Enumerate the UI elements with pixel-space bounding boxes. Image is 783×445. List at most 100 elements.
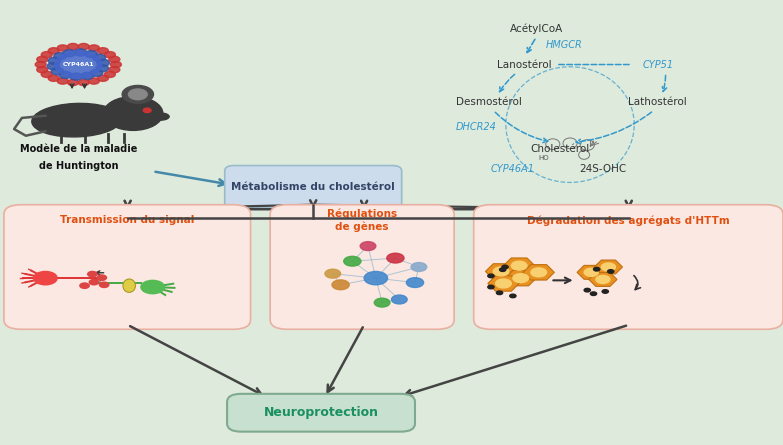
Circle shape bbox=[493, 267, 509, 276]
Circle shape bbox=[41, 71, 52, 77]
Circle shape bbox=[88, 78, 99, 84]
Text: CYP46A1: CYP46A1 bbox=[491, 164, 535, 174]
Circle shape bbox=[510, 294, 516, 298]
Circle shape bbox=[67, 44, 78, 50]
Circle shape bbox=[344, 256, 361, 266]
Circle shape bbox=[128, 89, 147, 100]
FancyBboxPatch shape bbox=[474, 205, 783, 329]
Circle shape bbox=[57, 78, 68, 84]
Circle shape bbox=[97, 75, 108, 81]
Text: Cholestérol: Cholestérol bbox=[530, 144, 590, 154]
Text: Transmission du signal: Transmission du signal bbox=[60, 215, 194, 225]
Circle shape bbox=[81, 72, 93, 79]
Circle shape bbox=[332, 280, 349, 290]
Circle shape bbox=[60, 71, 72, 78]
Circle shape bbox=[88, 45, 99, 51]
Circle shape bbox=[411, 263, 427, 271]
Text: CYP46A1: CYP46A1 bbox=[63, 62, 94, 67]
Circle shape bbox=[55, 51, 102, 78]
Text: 24S-OHC: 24S-OHC bbox=[579, 164, 626, 174]
Circle shape bbox=[122, 85, 153, 103]
Text: CYP51: CYP51 bbox=[642, 60, 673, 69]
Circle shape bbox=[41, 52, 52, 58]
Circle shape bbox=[57, 45, 68, 51]
Circle shape bbox=[608, 270, 614, 273]
Circle shape bbox=[594, 267, 600, 271]
Circle shape bbox=[93, 54, 106, 61]
FancyBboxPatch shape bbox=[227, 394, 415, 432]
Circle shape bbox=[500, 268, 506, 271]
Circle shape bbox=[488, 285, 494, 289]
Circle shape bbox=[109, 57, 120, 63]
Circle shape bbox=[584, 288, 590, 292]
Circle shape bbox=[143, 108, 151, 113]
Circle shape bbox=[88, 271, 97, 277]
Text: Métabolisme du cholestérol: Métabolisme du cholestérol bbox=[231, 182, 395, 192]
Circle shape bbox=[513, 274, 529, 283]
Circle shape bbox=[110, 61, 121, 68]
Circle shape bbox=[49, 48, 60, 54]
Circle shape bbox=[54, 53, 67, 60]
Text: Lathostérol: Lathostérol bbox=[628, 97, 687, 107]
Circle shape bbox=[360, 242, 376, 251]
Circle shape bbox=[374, 298, 390, 307]
Circle shape bbox=[104, 71, 115, 77]
Circle shape bbox=[511, 261, 527, 270]
Circle shape bbox=[96, 65, 108, 72]
Circle shape bbox=[63, 50, 76, 57]
Circle shape bbox=[325, 269, 341, 278]
Circle shape bbox=[47, 63, 60, 70]
Circle shape bbox=[531, 268, 547, 277]
Circle shape bbox=[99, 282, 109, 287]
Circle shape bbox=[103, 97, 163, 130]
Circle shape bbox=[364, 271, 388, 285]
Text: Modèle de la maladie: Modèle de la maladie bbox=[20, 144, 137, 154]
Text: Dégradation des agrégats d'HTTm: Dégradation des agrégats d'HTTm bbox=[527, 215, 730, 226]
Circle shape bbox=[602, 290, 608, 293]
Circle shape bbox=[596, 275, 610, 283]
Text: de Huntington: de Huntington bbox=[38, 161, 118, 171]
Circle shape bbox=[584, 268, 598, 276]
Circle shape bbox=[67, 79, 78, 85]
Circle shape bbox=[89, 279, 99, 285]
Circle shape bbox=[35, 61, 46, 68]
Circle shape bbox=[502, 265, 508, 269]
Text: DHCR24: DHCR24 bbox=[456, 122, 496, 132]
Text: HO: HO bbox=[539, 154, 550, 161]
Circle shape bbox=[488, 274, 494, 278]
Text: Lanostérol: Lanostérol bbox=[497, 60, 552, 69]
Circle shape bbox=[590, 292, 597, 295]
Circle shape bbox=[406, 278, 424, 287]
Circle shape bbox=[387, 253, 404, 263]
FancyBboxPatch shape bbox=[4, 205, 251, 329]
Circle shape bbox=[49, 57, 61, 65]
Circle shape bbox=[51, 68, 63, 75]
Circle shape bbox=[37, 66, 48, 73]
Circle shape bbox=[49, 75, 60, 81]
Circle shape bbox=[104, 52, 115, 58]
Text: Desmostérol: Desmostérol bbox=[456, 97, 522, 107]
Circle shape bbox=[496, 291, 503, 295]
Circle shape bbox=[80, 283, 89, 288]
Text: AcétylCoA: AcétylCoA bbox=[510, 24, 563, 34]
Circle shape bbox=[97, 48, 108, 54]
FancyBboxPatch shape bbox=[225, 166, 402, 208]
Circle shape bbox=[392, 295, 407, 304]
Circle shape bbox=[85, 51, 97, 58]
Text: HMGCR: HMGCR bbox=[546, 40, 583, 50]
Text: Régulations
de gènes: Régulations de gènes bbox=[327, 209, 397, 232]
Ellipse shape bbox=[123, 279, 135, 292]
Text: Neuroprotection: Neuroprotection bbox=[264, 406, 378, 419]
Circle shape bbox=[78, 79, 89, 85]
Circle shape bbox=[37, 57, 48, 63]
Circle shape bbox=[90, 69, 103, 77]
Circle shape bbox=[78, 44, 89, 50]
Circle shape bbox=[97, 275, 106, 280]
Circle shape bbox=[97, 59, 110, 66]
Circle shape bbox=[70, 73, 82, 80]
Circle shape bbox=[141, 280, 164, 294]
FancyBboxPatch shape bbox=[270, 205, 454, 329]
Circle shape bbox=[109, 66, 120, 73]
Circle shape bbox=[74, 49, 87, 56]
Circle shape bbox=[601, 263, 615, 271]
